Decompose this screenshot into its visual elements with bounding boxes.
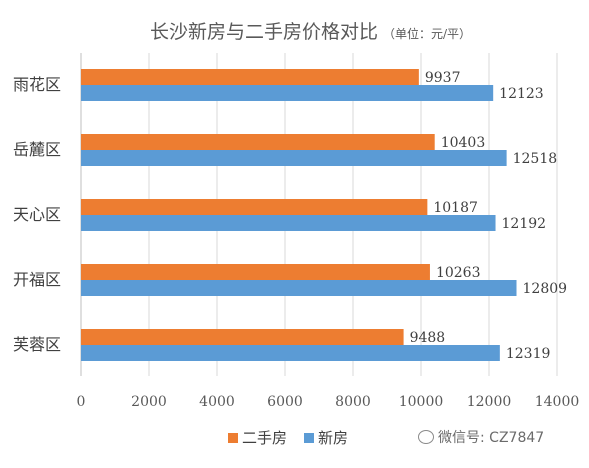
chart-title: 长沙新房与二手房价格对比 [150,21,378,43]
x-tick-label: 12000 [467,394,512,410]
legend: 二手房 新房 [228,429,348,447]
bars [81,69,517,361]
bar-second-hand [81,69,419,85]
category-label: 开福区 [13,270,61,289]
bar-second-hand [81,134,435,150]
wechat-icon [418,430,434,444]
legend-label: 新房 [318,429,348,447]
bar-new [81,85,494,101]
x-tick-label: 0 [77,394,86,410]
labels: 0 2000 4000 6000 8000 10000 12000 14000 雨花区 9937 1… [13,70,579,410]
category-label: 雨花区 [13,75,61,94]
category-label: 岳麓区 [13,140,61,159]
data-label: 10187 [433,200,478,216]
bar-second-hand [81,264,430,280]
category-label: 芙蓉区 [13,335,61,354]
x-tick-label: 6000 [267,394,303,410]
watermark-text: 微信号: CZ7847 [438,430,545,446]
watermark: 微信号: CZ7847 [418,427,544,447]
x-tick-label: 8000 [335,394,371,410]
data-label: 12809 [523,281,568,297]
x-tick-label: 14000 [535,394,580,410]
data-label: 12123 [499,86,544,102]
chart-subtitle: （单位：元/平） [383,26,471,41]
legend-label: 二手房 [242,429,287,447]
bar-second-hand [81,199,428,215]
data-label: 10403 [441,135,486,151]
x-tick-label: 4000 [199,394,235,410]
bar-second-hand [81,329,404,345]
data-label: 12192 [502,216,547,232]
x-tick-label: 2000 [131,394,167,410]
data-label: 9488 [410,330,446,346]
bar-new [81,280,517,296]
data-label: 12518 [513,151,558,167]
category-label: 天心区 [13,205,61,224]
x-tick-label: 10000 [399,394,444,410]
legend-swatch [228,433,238,443]
bar-new [81,150,507,166]
data-label: 10263 [436,265,481,281]
data-label: 12319 [506,346,551,362]
bar-new [81,215,496,231]
legend-swatch [304,433,314,443]
bar-new [81,345,500,361]
data-label: 9937 [425,70,461,86]
